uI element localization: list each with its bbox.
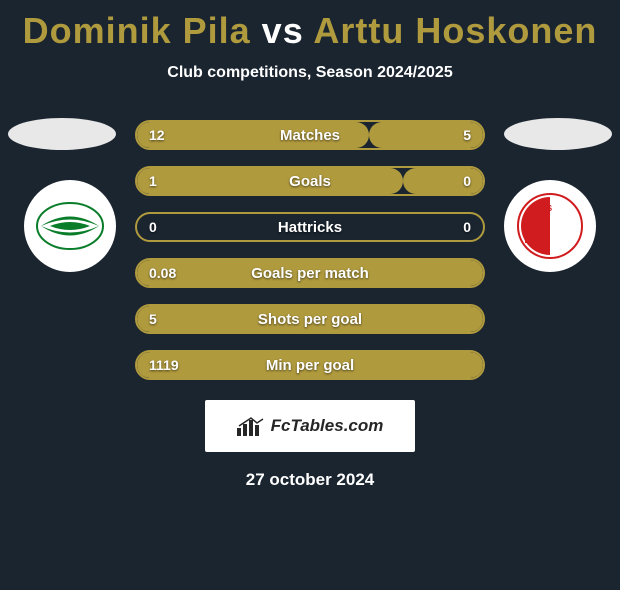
player1-name: Dominik Pila (23, 10, 251, 51)
fctables-logo-icon (237, 416, 265, 436)
stat-label: Min per goal (137, 352, 483, 378)
snapshot-date: 27 october 2024 (0, 470, 620, 490)
svg-text:KS: KS (541, 204, 553, 213)
lechia-crest-icon (35, 191, 105, 261)
stat-bar-row: 0.08Goals per match (135, 258, 485, 288)
stat-bars-container: 125Matches 10Goals 00Hattricks 0.08Goals pe… (135, 120, 485, 380)
stat-label: Matches (137, 122, 483, 148)
player2-name: Arttu Hoskonen (313, 10, 597, 51)
player1-club-badge (24, 180, 116, 272)
stat-bar-row: 00Hattricks (135, 212, 485, 242)
subtitle: Club competitions, Season 2024/2025 (0, 64, 620, 82)
stat-label: Hattricks (137, 214, 483, 240)
stat-bar-row: 125Matches (135, 120, 485, 150)
cracovia-crest-icon: KS (515, 191, 585, 261)
stat-bar-row: 1119Min per goal (135, 350, 485, 380)
brand-watermark: FcTables.com (205, 400, 415, 452)
stat-label: Goals (137, 168, 483, 194)
stat-bar-row: 10Goals (135, 166, 485, 196)
player2-photo-placeholder (504, 118, 612, 150)
content-area: KS 125Matches 10Goals 00Hattricks 0.08Goals… (0, 120, 620, 490)
player2-club-badge: KS (504, 180, 596, 272)
player1-photo-placeholder (8, 118, 116, 150)
stat-label: Goals per match (137, 260, 483, 286)
brand-text: FcTables.com (271, 416, 384, 436)
vs-text: vs (262, 10, 304, 51)
comparison-title: Dominik Pila vs Arttu Hoskonen (0, 10, 620, 52)
stat-bar-row: 5Shots per goal (135, 304, 485, 334)
stat-label: Shots per goal (137, 306, 483, 332)
